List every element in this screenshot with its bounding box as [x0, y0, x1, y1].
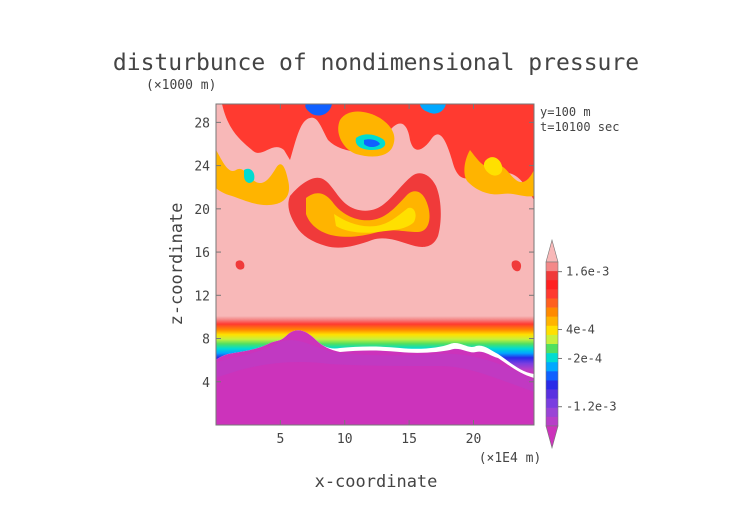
y-tick-label: 4	[202, 376, 210, 391]
colorbar-level	[546, 298, 558, 308]
colorbar-level	[546, 362, 558, 372]
plot-frame	[215, 103, 535, 426]
colorbar-tick-label: -1.2e-3	[566, 400, 617, 414]
heatmap-field	[216, 104, 534, 425]
colorbar-level	[546, 262, 558, 272]
y-tick-label: 8	[202, 333, 210, 348]
x-tick-label: 15	[401, 432, 417, 447]
colorbar-max-arrow	[545, 238, 559, 263]
colorbar-level	[546, 353, 558, 363]
top-edge-cyan-right	[420, 104, 446, 114]
colorbar-level	[546, 280, 558, 290]
colorbar-level	[546, 307, 558, 317]
upper-disturbance-red	[216, 104, 534, 200]
annotation-y-position: y=100 m	[540, 105, 591, 119]
annotation-time: t=10100 sec	[540, 120, 619, 134]
colorbar-tick-label: 4e-4	[566, 323, 595, 337]
transition-band	[216, 316, 534, 374]
colorbar-level	[546, 316, 558, 327]
upper-disturbance-orange	[216, 150, 290, 206]
colorbar-min-arrow	[545, 425, 559, 450]
y-tick-label: 20	[194, 203, 210, 218]
colorbar-level	[546, 344, 558, 354]
y-axis-title: z-coordinate	[167, 203, 187, 326]
chart-title: disturbunce of nondimensional pressure	[113, 50, 639, 76]
colorbar-level	[546, 371, 558, 381]
left-blob-cyan	[244, 168, 255, 183]
colorbar-level	[546, 334, 558, 345]
y-tick-label: 28	[194, 116, 210, 131]
y-tick-label: 12	[194, 289, 210, 304]
colorbar-tick-label: -2e-4	[566, 351, 602, 365]
x-axis: 5 10 15 20	[276, 104, 481, 447]
top-edge-blue	[305, 104, 332, 116]
colorbar-level	[546, 325, 558, 336]
colorbar-level	[546, 416, 558, 427]
colorbar-level	[546, 407, 558, 418]
colorbar-level	[546, 289, 558, 299]
y-unit-label: (×1000 m)	[146, 78, 216, 93]
mid-disturbance-yellow	[334, 207, 416, 233]
top-blob-blue	[364, 139, 380, 147]
colorbar-level	[546, 380, 558, 390]
colorbar-level	[546, 398, 558, 409]
x-tick-label: 10	[337, 432, 353, 447]
x-axis-title: x-coordinate	[315, 472, 438, 492]
colorbar-level	[546, 271, 558, 281]
right-blob-yellow	[483, 157, 503, 176]
colorbar: 1.6e-3 4e-4 -2e-4 -1.2e-3	[545, 238, 617, 450]
x-tick-label: 20	[466, 432, 482, 447]
colorbar-level	[546, 389, 558, 399]
y-tick-label: 16	[194, 246, 210, 261]
y-axis: 4 8 12 16 20 24 28	[194, 116, 534, 391]
y-tick-label: 24	[194, 160, 210, 175]
x-unit-label: (×1E4 m)	[479, 451, 542, 466]
colorbar-tick-label: 1.6e-3	[566, 265, 609, 279]
x-tick-label: 5	[276, 432, 284, 447]
lower-region-shade	[216, 340, 534, 392]
